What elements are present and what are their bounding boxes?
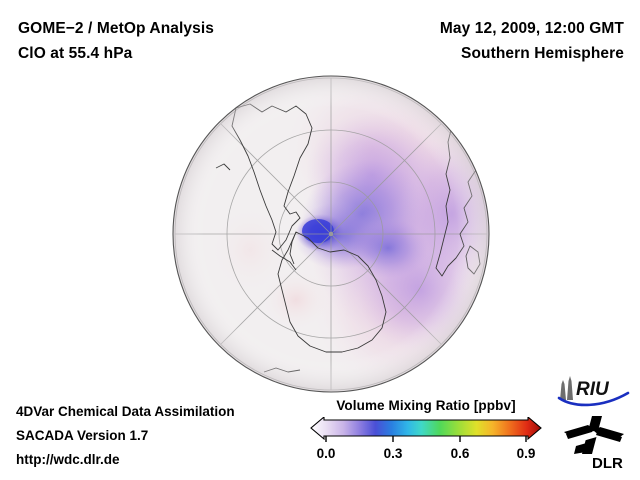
hemisphere-label: Southern Hemisphere bbox=[461, 45, 624, 62]
south-pole-marker bbox=[328, 231, 334, 237]
colorbar-title: Volume Mixing Ratio [ppbv] bbox=[336, 398, 516, 413]
globe-outline bbox=[172, 75, 490, 393]
version-label: SACADA Version 1.7 bbox=[16, 428, 149, 443]
riu-wordmark: RIU bbox=[576, 379, 610, 400]
colorbar-ticks bbox=[325, 436, 527, 442]
footer-left: 4DVar Chemical Data Assimilation SACADA … bbox=[16, 400, 235, 472]
method-label: 4DVar Chemical Data Assimilation bbox=[16, 404, 235, 419]
colorbar-bar bbox=[310, 417, 542, 441]
colorbar-tick-2: 0.6 bbox=[450, 446, 470, 461]
website-link[interactable]: http://wdc.dlr.de bbox=[16, 452, 120, 467]
species-level-title: ClO at 55.4 hPa bbox=[18, 45, 133, 62]
colorbar-gradient bbox=[310, 417, 542, 442]
colorbar-tick-3: 0.9 bbox=[516, 446, 536, 461]
colorbar-tick-0: 0.0 bbox=[316, 446, 336, 461]
header-right: May 12, 2009, 12:00 GMT Southern Hemisph… bbox=[440, 16, 624, 66]
header-left: GOME−2 / MetOp Analysis ClO at 55.4 hPa bbox=[18, 16, 214, 66]
colorbar-tick-1: 0.3 bbox=[383, 446, 403, 461]
riu-tower-icon bbox=[560, 376, 573, 400]
riu-logo: RIU bbox=[557, 376, 630, 407]
colorbar: Volume Mixing Ratio [ppbv] bbox=[310, 398, 542, 464]
datetime-label: May 12, 2009, 12:00 GMT bbox=[439, 20, 624, 37]
globe-contents bbox=[173, 76, 489, 392]
dlr-logo: DLR bbox=[564, 416, 624, 472]
riu-swoosh-icon bbox=[557, 391, 630, 407]
colorbar-tick-labels: 0.0 0.3 0.6 0.9 bbox=[310, 444, 542, 464]
dlr-wordmark: DLR bbox=[592, 455, 623, 472]
dlr-emblem-icon bbox=[564, 416, 624, 454]
instrument-title: GOME−2 / MetOp Analysis bbox=[18, 20, 214, 37]
